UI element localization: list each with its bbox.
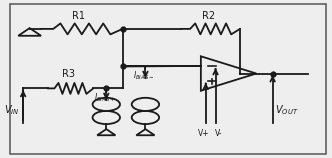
Text: $V_{OUT}$: $V_{OUT}$ — [275, 103, 298, 117]
Text: V-: V- — [215, 129, 222, 138]
FancyBboxPatch shape — [10, 4, 326, 154]
Text: R3: R3 — [62, 69, 75, 79]
Text: R1: R1 — [72, 11, 85, 21]
Text: $I_{BIAS-}$: $I_{BIAS-}$ — [133, 70, 155, 82]
Text: $I_{BIAS+}$: $I_{BIAS+}$ — [94, 91, 116, 104]
Text: V+: V+ — [198, 129, 210, 138]
Text: $V_{IN}$: $V_{IN}$ — [4, 103, 19, 117]
Text: R2: R2 — [203, 11, 215, 21]
